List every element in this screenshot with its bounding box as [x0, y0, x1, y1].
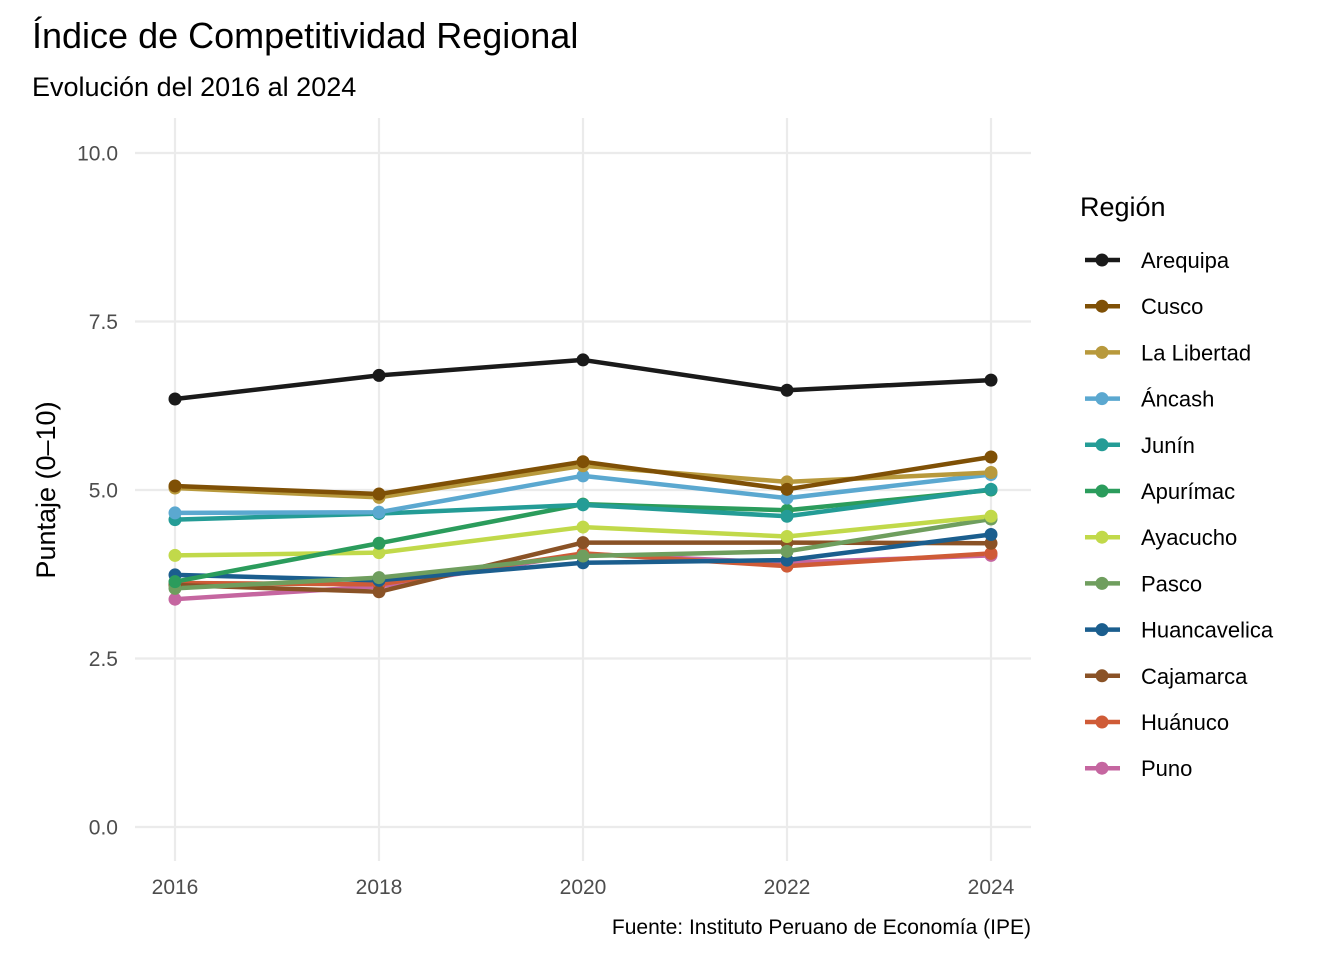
chart-caption: Fuente: Instituto Peruano de Economía (I…: [612, 916, 1031, 939]
y-tick-label: 10.0: [77, 143, 118, 166]
data-point-apurimac: [372, 536, 386, 550]
data-point-cusco: [984, 450, 998, 464]
series-points: [168, 353, 998, 606]
legend-title: Región: [1080, 192, 1166, 222]
data-point-junin: [576, 498, 590, 512]
legend-label: Apurímac: [1141, 479, 1235, 504]
data-point-pasco: [576, 549, 590, 563]
y-axis-title: Puntaje (0–10): [31, 401, 61, 578]
legend-label: Cajamarca: [1141, 664, 1248, 689]
data-point-ancash: [168, 506, 182, 520]
chart-title: Índice de Competitividad Regional: [32, 15, 578, 56]
legend-key-point: [1095, 761, 1109, 775]
data-point-ayacucho: [372, 546, 386, 560]
data-point-cusco: [168, 479, 182, 493]
legend-label: Puno: [1141, 756, 1192, 781]
legend-key-point: [1095, 669, 1109, 683]
data-point-la-libertad: [984, 465, 998, 479]
chart-subtitle: Evolución del 2016 al 2024: [32, 72, 356, 102]
data-point-ayacucho: [780, 530, 794, 544]
data-point-ayacucho: [168, 548, 182, 562]
legend-key-point: [1095, 484, 1109, 498]
data-point-junin: [780, 509, 794, 523]
x-axis-tick-labels: 2016 2018 2020 2022 2024: [152, 876, 1015, 899]
legend-label: Huánuco: [1141, 710, 1229, 735]
data-point-ancash: [576, 469, 590, 483]
legend-item-pasco: Pasco: [1085, 571, 1202, 596]
legend-label: Huancavelica: [1141, 618, 1274, 643]
legend-label: Arequipa: [1141, 248, 1230, 273]
data-point-junin: [984, 482, 998, 496]
y-tick-label: 5.0: [89, 480, 118, 503]
data-point-huancavelica: [984, 527, 998, 541]
data-point-cajamarca: [372, 585, 386, 599]
data-point-pasco: [372, 571, 386, 585]
data-point-pasco: [780, 544, 794, 558]
data-point-cajamarca: [576, 536, 590, 550]
data-point-ayacucho: [576, 520, 590, 534]
legend-key-point: [1095, 299, 1109, 313]
data-point-arequipa: [984, 373, 998, 387]
data-point-cusco: [780, 482, 794, 496]
legend-label: Ayacucho: [1141, 525, 1237, 550]
legend-label: Áncash: [1141, 387, 1214, 412]
x-tick-label: 2022: [764, 876, 811, 899]
data-point-arequipa: [576, 353, 590, 367]
legend-key-point: [1095, 623, 1109, 637]
legend-item-arequipa: Arequipa: [1085, 248, 1230, 273]
data-point-cusco: [372, 487, 386, 501]
data-point-arequipa: [780, 383, 794, 397]
legend-item-puno: Puno: [1085, 756, 1192, 781]
y-axis-tick-labels: 0.0 2.5 5.0 7.5 10.0: [77, 143, 118, 840]
y-tick-label: 7.5: [89, 311, 118, 334]
data-point-ancash: [372, 505, 386, 519]
x-tick-label: 2018: [356, 876, 403, 899]
legend-item-la-libertad: La Libertad: [1085, 340, 1251, 365]
x-tick-label: 2024: [968, 876, 1015, 899]
legend-label: La Libertad: [1141, 340, 1251, 365]
x-tick-label: 2020: [560, 876, 607, 899]
y-tick-label: 0.0: [89, 817, 118, 840]
legend-item-cajamarca: Cajamarca: [1085, 664, 1248, 689]
y-tick-label: 2.5: [89, 648, 118, 671]
data-point-huanuco: [984, 546, 998, 560]
plot-area: [135, 118, 1031, 861]
legend-label: Junín: [1141, 433, 1195, 458]
data-point-puno: [168, 592, 182, 606]
legend-item-ayacucho: Ayacucho: [1085, 525, 1237, 550]
legend-key-point: [1095, 438, 1109, 452]
data-point-ayacucho: [984, 509, 998, 523]
legend-item-huancavelica: Huancavelica: [1085, 618, 1274, 643]
legend-label: Pasco: [1141, 571, 1202, 596]
legend-key-point: [1095, 253, 1109, 267]
data-point-arequipa: [372, 368, 386, 382]
data-point-cusco: [576, 455, 590, 469]
legend-key-point: [1095, 576, 1109, 590]
legend-item-ancash: Áncash: [1085, 387, 1214, 412]
legend-items: Arequipa Cusco La Libertad Áncash Junín Apurí…: [1085, 248, 1274, 781]
data-point-apurimac: [168, 575, 182, 589]
legend-label: Cusco: [1141, 294, 1203, 319]
legend-item-cusco: Cusco: [1085, 294, 1203, 319]
x-tick-label: 2016: [152, 876, 199, 899]
legend-key-point: [1095, 530, 1109, 544]
legend-key-point: [1095, 715, 1109, 729]
legend-item-junin: Junín: [1085, 433, 1195, 458]
legend-key-point: [1095, 345, 1109, 359]
legend-key-point: [1095, 392, 1109, 406]
legend-item-huanuco: Huánuco: [1085, 710, 1229, 735]
data-point-arequipa: [168, 392, 182, 406]
legend: Región Arequipa Cusco La Libertad Áncash Jun…: [1080, 192, 1274, 781]
legend-item-apurimac: Apurímac: [1085, 479, 1235, 504]
